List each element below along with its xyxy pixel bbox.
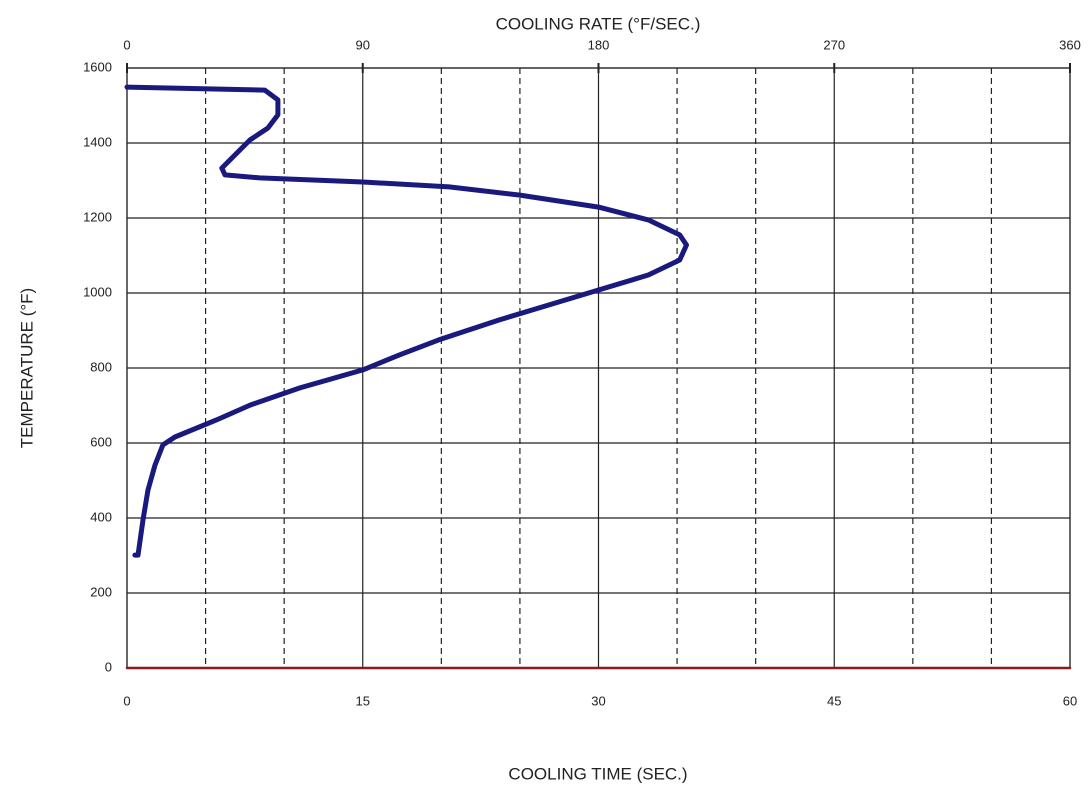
- y-tick-label: 1400: [83, 134, 112, 149]
- y-tick-label: 1000: [83, 284, 112, 299]
- y-tick-label: 400: [90, 509, 112, 524]
- y-tick-label: 1200: [83, 209, 112, 224]
- x-tick-label: 15: [356, 693, 370, 708]
- x-tick-label: 60: [1063, 693, 1077, 708]
- x2-axis-title: COOLING RATE (°F/SEC.): [496, 14, 701, 33]
- x-axis-title: COOLING TIME (SEC.): [508, 764, 687, 783]
- x-tick-label: 0: [123, 693, 130, 708]
- y-tick-label: 600: [90, 434, 112, 449]
- y-tick-label: 1600: [83, 59, 112, 74]
- y-tick-label: 200: [90, 584, 112, 599]
- x-tick-label: 45: [827, 693, 841, 708]
- x2-tick-label: 270: [823, 37, 845, 52]
- y-axis-title: TEMPERATURE (°F): [17, 288, 36, 448]
- y-tick-label: 800: [90, 359, 112, 374]
- data-line: [124, 84, 689, 558]
- x2-tick-label: 180: [588, 37, 610, 52]
- x2-tick-label: 0: [123, 37, 130, 52]
- x2-tick-label: 360: [1059, 37, 1081, 52]
- x-tick-label: 30: [591, 693, 605, 708]
- x2-tick-label: 90: [356, 37, 370, 52]
- y-tick-label: 0: [105, 659, 112, 674]
